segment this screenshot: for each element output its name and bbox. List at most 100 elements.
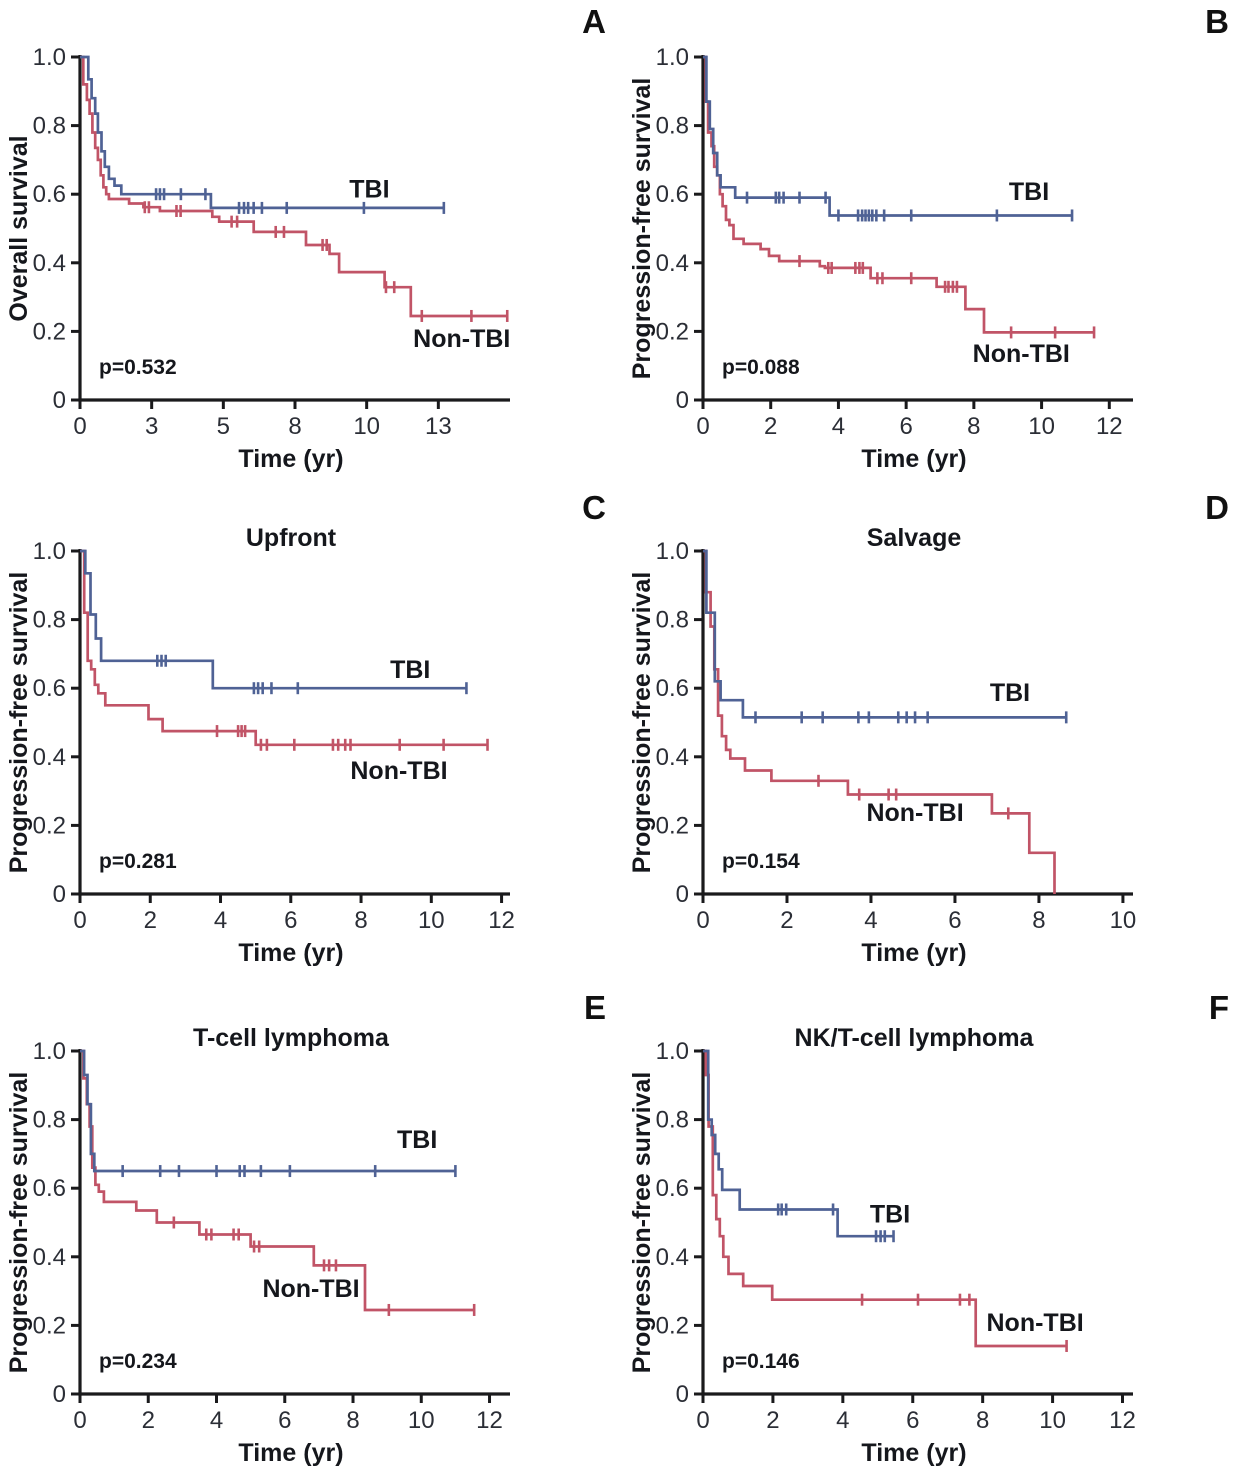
y-tick-label: 0.2	[656, 1312, 689, 1339]
x-tick-label: 10	[1028, 413, 1055, 440]
x-tick-label: 0	[696, 907, 709, 934]
x-tick-label: 10	[1039, 1407, 1066, 1434]
x-tick-label: 12	[476, 1407, 503, 1434]
y-tick-label: 0	[53, 1381, 66, 1408]
panel-title: Salvage	[867, 524, 962, 552]
x-tick-label: 10	[353, 413, 380, 440]
tbi-curve-label: TBI	[1009, 178, 1049, 206]
y-tick-label: 0.6	[33, 1175, 66, 1202]
non-tbi-curve	[80, 55, 508, 318]
non-tbi-censor-marks	[172, 1216, 476, 1316]
tbi-curve-label: TBI	[870, 1201, 910, 1229]
y-tick-label: 0.2	[33, 812, 66, 839]
y-tick-label: 0.6	[656, 1175, 689, 1202]
x-tick-label: 2	[144, 907, 157, 934]
panel-title: Upfront	[246, 524, 337, 552]
x-tick-label: 12	[488, 907, 515, 934]
y-tick-label: 0	[53, 387, 66, 414]
panel-B-chart: 0 2 4 6 8 10 12 0 0.2 0.4 0.6 0.8 1.0 Time (yr) Progre…	[628, 3, 1229, 473]
panel-letter: E	[584, 989, 606, 1026]
x-tick-label: 2	[142, 1407, 155, 1434]
x-tick-label: 0	[696, 413, 709, 440]
x-tick-label: 2	[780, 907, 793, 934]
panel-letter: A	[582, 3, 606, 40]
y-axis-label: Progression-free survival	[5, 1072, 33, 1374]
x-tick-label: 4	[864, 907, 877, 934]
x-axis-label: Time (yr)	[238, 1439, 343, 1467]
y-tick-label: 0.6	[656, 181, 689, 208]
x-tick-label: 4	[836, 1407, 849, 1434]
panel-letter: D	[1205, 489, 1229, 526]
tbi-curve	[703, 549, 1067, 719]
y-tick-label: 0.4	[33, 744, 66, 771]
tbi-curve	[80, 1049, 456, 1173]
non-tbi-curve-label: Non-TBI	[350, 757, 447, 785]
y-tick-label: 0.6	[33, 181, 66, 208]
x-tick-label: 6	[284, 907, 297, 934]
p-value-label: p=0.154	[722, 850, 800, 873]
y-tick-label: 0.4	[656, 744, 689, 771]
x-tick-label: 0	[73, 1407, 86, 1434]
x-tick-label: 2	[764, 413, 777, 440]
non-tbi-censor-marks	[143, 201, 509, 322]
y-tick-label: 0.2	[656, 318, 689, 345]
non-tbi-curve-label: Non-TBI	[413, 325, 510, 353]
y-tick-label: 1.0	[656, 1038, 689, 1065]
non-tbi-curve-label: Non-TBI	[262, 1275, 359, 1303]
y-axis-label: Progression-free survival	[628, 572, 656, 874]
x-tick-label: 3	[145, 413, 158, 440]
y-axis-label: Progression-free survival	[628, 1072, 656, 1374]
panel-title: T-cell lymphoma	[193, 1024, 390, 1052]
x-tick-label: 0	[696, 1407, 709, 1434]
y-tick-label: 1.0	[33, 538, 66, 565]
tbi-curve-label: TBI	[390, 656, 430, 684]
y-tick-label: 1.0	[656, 538, 689, 565]
x-tick-label: 6	[948, 907, 961, 934]
y-tick-label: 0.4	[656, 250, 689, 277]
y-axis-label: Overall survival	[5, 135, 33, 321]
non-tbi-curve-label: Non-TBI	[973, 340, 1070, 368]
x-axis-label: Time (yr)	[861, 1439, 966, 1467]
y-tick-label: 0	[676, 881, 689, 908]
x-tick-label: 5	[217, 413, 230, 440]
non-tbi-censor-marks	[860, 1293, 1068, 1352]
p-value-label: p=0.146	[722, 1350, 800, 1373]
x-tick-label: 12	[1109, 1407, 1136, 1434]
p-value-label: p=0.281	[99, 850, 177, 873]
y-tick-label: 0.2	[656, 812, 689, 839]
y-tick-label: 0.8	[33, 607, 66, 634]
x-tick-label: 2	[766, 1407, 779, 1434]
y-tick-label: 0.4	[33, 250, 66, 277]
y-tick-label: 1.0	[33, 1038, 66, 1065]
tbi-curve	[703, 1049, 894, 1238]
x-tick-label: 8	[967, 413, 980, 440]
y-tick-label: 0.8	[656, 607, 689, 634]
p-value-label: p=0.088	[722, 356, 800, 379]
x-axis-label: Time (yr)	[861, 445, 966, 473]
non-tbi-curve-label: Non-TBI	[866, 799, 963, 827]
x-tick-label: 12	[1096, 413, 1123, 440]
x-tick-label: 10	[408, 1407, 435, 1434]
y-tick-label: 0.8	[33, 1107, 66, 1134]
panel-letter: F	[1209, 989, 1229, 1026]
x-tick-label: 8	[354, 907, 367, 934]
panel-F-chart: 0 2 4 6 8 10 12 0 0.2 0.4 0.6 0.8 1.0 Time (yr) Progre…	[628, 989, 1229, 1467]
x-tick-label: 10	[1110, 907, 1137, 934]
panel-letter: C	[582, 489, 606, 526]
non-tbi-censor-marks	[817, 774, 1010, 820]
x-axis-label: Time (yr)	[238, 939, 343, 967]
tbi-censor-marks	[745, 191, 1074, 222]
panel-C-chart: 0 2 4 6 8 10 12 0 0.2 0.4 0.6 0.8 1.0 Time (yr) Progre…	[5, 489, 606, 967]
non-tbi-curve	[703, 1049, 1067, 1348]
y-tick-label: 0	[676, 1381, 689, 1408]
p-value-label: p=0.532	[99, 356, 177, 379]
y-tick-label: 0	[53, 881, 66, 908]
tbi-censor-marks	[155, 654, 468, 695]
tbi-curve-label: TBI	[990, 679, 1030, 707]
non-tbi-censor-marks	[215, 725, 489, 751]
panel-title: NK/T-cell lymphoma	[795, 1024, 1035, 1052]
tbi-censor-marks	[754, 711, 1068, 724]
panel-letter: B	[1205, 3, 1229, 40]
non-tbi-curve-label: Non-TBI	[987, 1309, 1084, 1337]
